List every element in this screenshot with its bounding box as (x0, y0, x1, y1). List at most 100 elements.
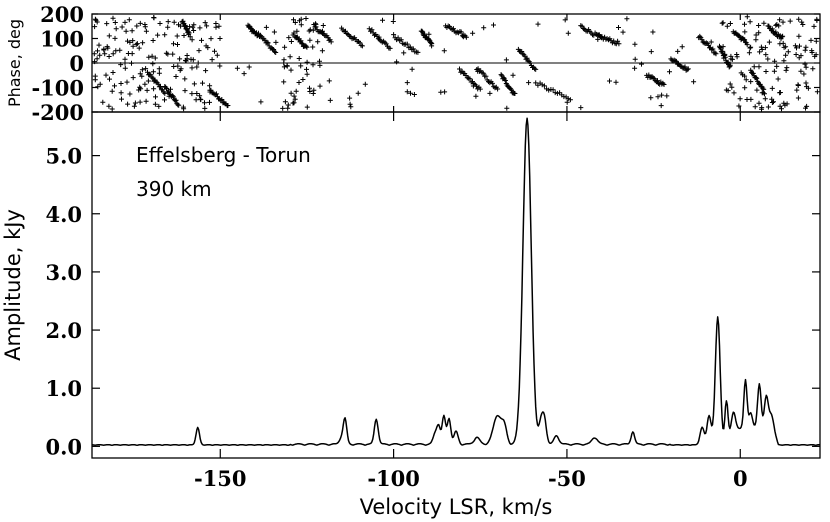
phase-point (213, 91, 219, 97)
phase-point (359, 43, 365, 49)
amplitude-panel: 0.0 1.0 2.0 3.0 4.0 5.0 -150 -100 -50 0 Amplitud… (1, 111, 821, 519)
phase-point (177, 67, 183, 73)
phase-point (794, 87, 800, 93)
phase-point (742, 73, 748, 79)
phase-point (616, 41, 622, 47)
phase-point (467, 76, 473, 82)
phase-point (797, 43, 802, 49)
phase-point (219, 97, 225, 102)
phase-point (578, 105, 584, 111)
phase-point (307, 27, 313, 33)
phase-point (176, 102, 182, 108)
amplitude-y-tick-label: 2.0 (45, 318, 82, 343)
phase-point (173, 97, 179, 103)
phase-point (655, 78, 660, 84)
phase-point (404, 41, 410, 47)
phase-point (753, 32, 759, 38)
phase-point (246, 64, 252, 70)
phase-point (489, 80, 495, 86)
amplitude-frame (91, 111, 821, 459)
phase-point (409, 66, 415, 72)
phase-point (616, 25, 621, 30)
phase-point (503, 57, 509, 63)
phase-point (187, 24, 193, 30)
phase-point (109, 106, 115, 112)
phase-point (133, 41, 139, 47)
phase-point (783, 52, 789, 58)
phase-point (217, 36, 223, 41)
phase-point (684, 67, 690, 73)
phase-point (296, 56, 302, 61)
phase-point (362, 81, 368, 87)
x-tick-label: -50 (548, 466, 586, 491)
phase-point (747, 19, 753, 25)
phase-point (753, 75, 759, 80)
phase-point (411, 92, 417, 97)
phase-point (326, 78, 332, 84)
phase-point (679, 44, 685, 50)
phase-point (766, 39, 772, 45)
phase-point (632, 56, 638, 62)
phase-point (288, 67, 294, 73)
phase-point (122, 65, 128, 71)
phase-point (743, 77, 749, 83)
phase-point (202, 20, 208, 26)
phase-point (565, 30, 571, 36)
phase-point (391, 32, 397, 38)
phase-point (119, 24, 125, 30)
phase-point (171, 94, 176, 100)
phase-point (756, 23, 762, 28)
phase-point (117, 47, 123, 53)
phase-point (780, 19, 786, 25)
phase-point (189, 65, 195, 71)
phase-point (258, 99, 264, 105)
phase-point (722, 51, 728, 57)
phase-point (756, 30, 762, 36)
phase-point (183, 57, 188, 63)
phase-point (347, 101, 353, 107)
phase-point (777, 90, 783, 96)
phase-point (795, 82, 801, 88)
phase-point (796, 55, 802, 61)
phase-point (113, 48, 119, 54)
phase-point (160, 87, 166, 93)
phase-point (164, 86, 169, 91)
phase-point (107, 76, 112, 82)
phase-point (691, 79, 697, 85)
amplitude-x-ticks: -150 -100 -50 0 (194, 112, 748, 491)
phase-point (546, 87, 552, 93)
phase-point (667, 69, 672, 75)
phase-point (303, 16, 309, 21)
phase-point (781, 58, 787, 64)
phase-point (104, 21, 110, 27)
phase-point (197, 93, 203, 99)
phase-point (460, 34, 466, 40)
phase-point (777, 103, 783, 109)
phase-point (495, 86, 501, 92)
phase-point (156, 103, 162, 109)
phase-point (288, 90, 294, 96)
phase-point (125, 101, 131, 107)
phase-point (191, 28, 197, 33)
phase-point (131, 103, 137, 109)
phase-point (139, 73, 145, 79)
phase-point (787, 18, 793, 24)
phase-point (675, 48, 681, 54)
phase-point (783, 67, 789, 73)
phase-point (165, 19, 171, 25)
phase-point (632, 41, 638, 47)
phase-point (798, 68, 804, 74)
phase-point (287, 54, 293, 60)
phase-point (214, 52, 220, 58)
phase-point (170, 51, 176, 57)
phase-point (298, 38, 304, 44)
phase-point (779, 34, 785, 40)
phase-point (487, 90, 493, 96)
amplitude-trace (91, 117, 821, 446)
phase-point (779, 106, 784, 112)
phase-point (136, 87, 142, 93)
phase-point (139, 67, 145, 73)
phase-point (284, 63, 290, 69)
phase-point (648, 74, 654, 80)
phase-point (310, 44, 316, 50)
